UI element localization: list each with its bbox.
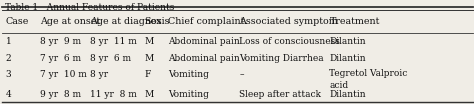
Text: 2: 2 — [6, 54, 11, 63]
Text: 8 yr  9 m: 8 yr 9 m — [40, 37, 82, 46]
Text: Treatment: Treatment — [329, 17, 380, 26]
Text: Dilantin: Dilantin — [329, 54, 366, 63]
Text: 3: 3 — [6, 70, 11, 79]
Text: Tegretol Valproic
acid: Tegretol Valproic acid — [329, 69, 408, 90]
Text: 8 yr: 8 yr — [90, 70, 108, 79]
Text: 9 yr  8 m: 9 yr 8 m — [40, 90, 82, 99]
Text: –: – — [239, 70, 244, 79]
Text: 4: 4 — [6, 90, 11, 99]
Text: F: F — [145, 70, 151, 79]
Text: 11 yr  8 m: 11 yr 8 m — [90, 90, 137, 99]
Text: M: M — [145, 54, 154, 63]
Text: Sleep after attack: Sleep after attack — [239, 90, 321, 99]
Text: 7 yr  10 m: 7 yr 10 m — [40, 70, 87, 79]
Text: Table 1   Annual Features of Patients: Table 1 Annual Features of Patients — [5, 3, 174, 12]
Text: Case: Case — [6, 17, 29, 26]
Text: M: M — [145, 90, 154, 99]
Text: Age at diagnosis: Age at diagnosis — [90, 17, 170, 26]
Text: Abdominal pain: Abdominal pain — [168, 37, 240, 46]
Text: 1: 1 — [6, 37, 11, 46]
Text: Associated symptom: Associated symptom — [239, 17, 338, 26]
Text: Dilantin: Dilantin — [329, 37, 366, 46]
Text: 8 yr  11 m: 8 yr 11 m — [90, 37, 137, 46]
Text: Chief complaint: Chief complaint — [168, 17, 245, 26]
Text: Vomiting Diarrhea: Vomiting Diarrhea — [239, 54, 324, 63]
Text: 8 yr  6 m: 8 yr 6 m — [90, 54, 131, 63]
Text: Age at onset: Age at onset — [40, 17, 100, 26]
Text: Dilantin: Dilantin — [329, 90, 366, 99]
Text: M: M — [145, 37, 154, 46]
Text: Loss of consciousness: Loss of consciousness — [239, 37, 340, 46]
Text: Vomiting: Vomiting — [168, 70, 209, 79]
Text: 7 yr  6 m: 7 yr 6 m — [40, 54, 82, 63]
Text: Vomiting: Vomiting — [168, 90, 209, 99]
Text: Sex: Sex — [145, 17, 162, 26]
Text: Abdominal pain: Abdominal pain — [168, 54, 240, 63]
